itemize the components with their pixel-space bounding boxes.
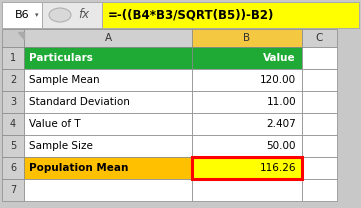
Bar <box>192 157 302 179</box>
Text: 11.00: 11.00 <box>266 97 296 107</box>
Bar <box>302 113 337 135</box>
Bar <box>302 91 337 113</box>
Text: 50.00: 50.00 <box>266 141 296 151</box>
Text: ▾: ▾ <box>35 12 38 18</box>
Text: 2.407: 2.407 <box>266 119 296 129</box>
Polygon shape <box>18 32 24 39</box>
Ellipse shape <box>49 8 71 22</box>
Bar <box>192 113 302 135</box>
Text: Sample Mean: Sample Mean <box>29 75 100 85</box>
Bar <box>24 157 192 179</box>
Bar <box>24 69 192 91</box>
Bar <box>24 29 192 47</box>
Text: Population Mean: Population Mean <box>29 163 129 173</box>
Bar <box>302 179 337 201</box>
Text: C: C <box>316 33 323 43</box>
Text: Value of T: Value of T <box>29 119 81 129</box>
Text: 2: 2 <box>10 75 16 85</box>
Bar <box>2 113 24 135</box>
Text: =-((B4*B3/SQRT(B5))-B2): =-((B4*B3/SQRT(B5))-B2) <box>108 9 274 21</box>
Text: B: B <box>243 33 251 43</box>
Bar <box>192 91 302 113</box>
Bar <box>192 179 302 201</box>
Bar <box>24 179 192 201</box>
Text: 3: 3 <box>10 97 16 107</box>
Text: 1: 1 <box>10 53 16 63</box>
Bar <box>24 47 192 69</box>
Bar <box>302 47 337 69</box>
Bar <box>102 2 359 28</box>
Text: 7: 7 <box>10 185 16 195</box>
Bar <box>2 179 24 201</box>
Bar <box>302 135 337 157</box>
Bar <box>2 69 24 91</box>
Bar <box>2 47 24 69</box>
Bar <box>302 29 337 47</box>
Text: Sample Size: Sample Size <box>29 141 93 151</box>
Text: Particulars: Particulars <box>29 53 93 63</box>
Bar <box>302 69 337 91</box>
Bar <box>302 157 337 179</box>
Text: 5: 5 <box>10 141 16 151</box>
Bar <box>2 29 24 47</box>
Text: 6: 6 <box>10 163 16 173</box>
Bar <box>24 113 192 135</box>
Bar <box>192 29 302 47</box>
Bar <box>192 135 302 157</box>
Bar <box>2 2 42 28</box>
Bar <box>192 69 302 91</box>
Text: fx: fx <box>78 9 89 21</box>
Bar <box>192 47 302 69</box>
Text: 120.00: 120.00 <box>260 75 296 85</box>
Bar <box>24 135 192 157</box>
Bar <box>2 157 24 179</box>
Bar <box>2 91 24 113</box>
Text: Standard Deviation: Standard Deviation <box>29 97 130 107</box>
Bar <box>2 135 24 157</box>
Text: 4: 4 <box>10 119 16 129</box>
Bar <box>2 2 359 28</box>
Text: A: A <box>104 33 112 43</box>
Text: B6: B6 <box>15 10 29 20</box>
Bar <box>24 91 192 113</box>
Text: 116.26: 116.26 <box>260 163 296 173</box>
Text: Value: Value <box>264 53 296 63</box>
Bar <box>192 157 302 179</box>
